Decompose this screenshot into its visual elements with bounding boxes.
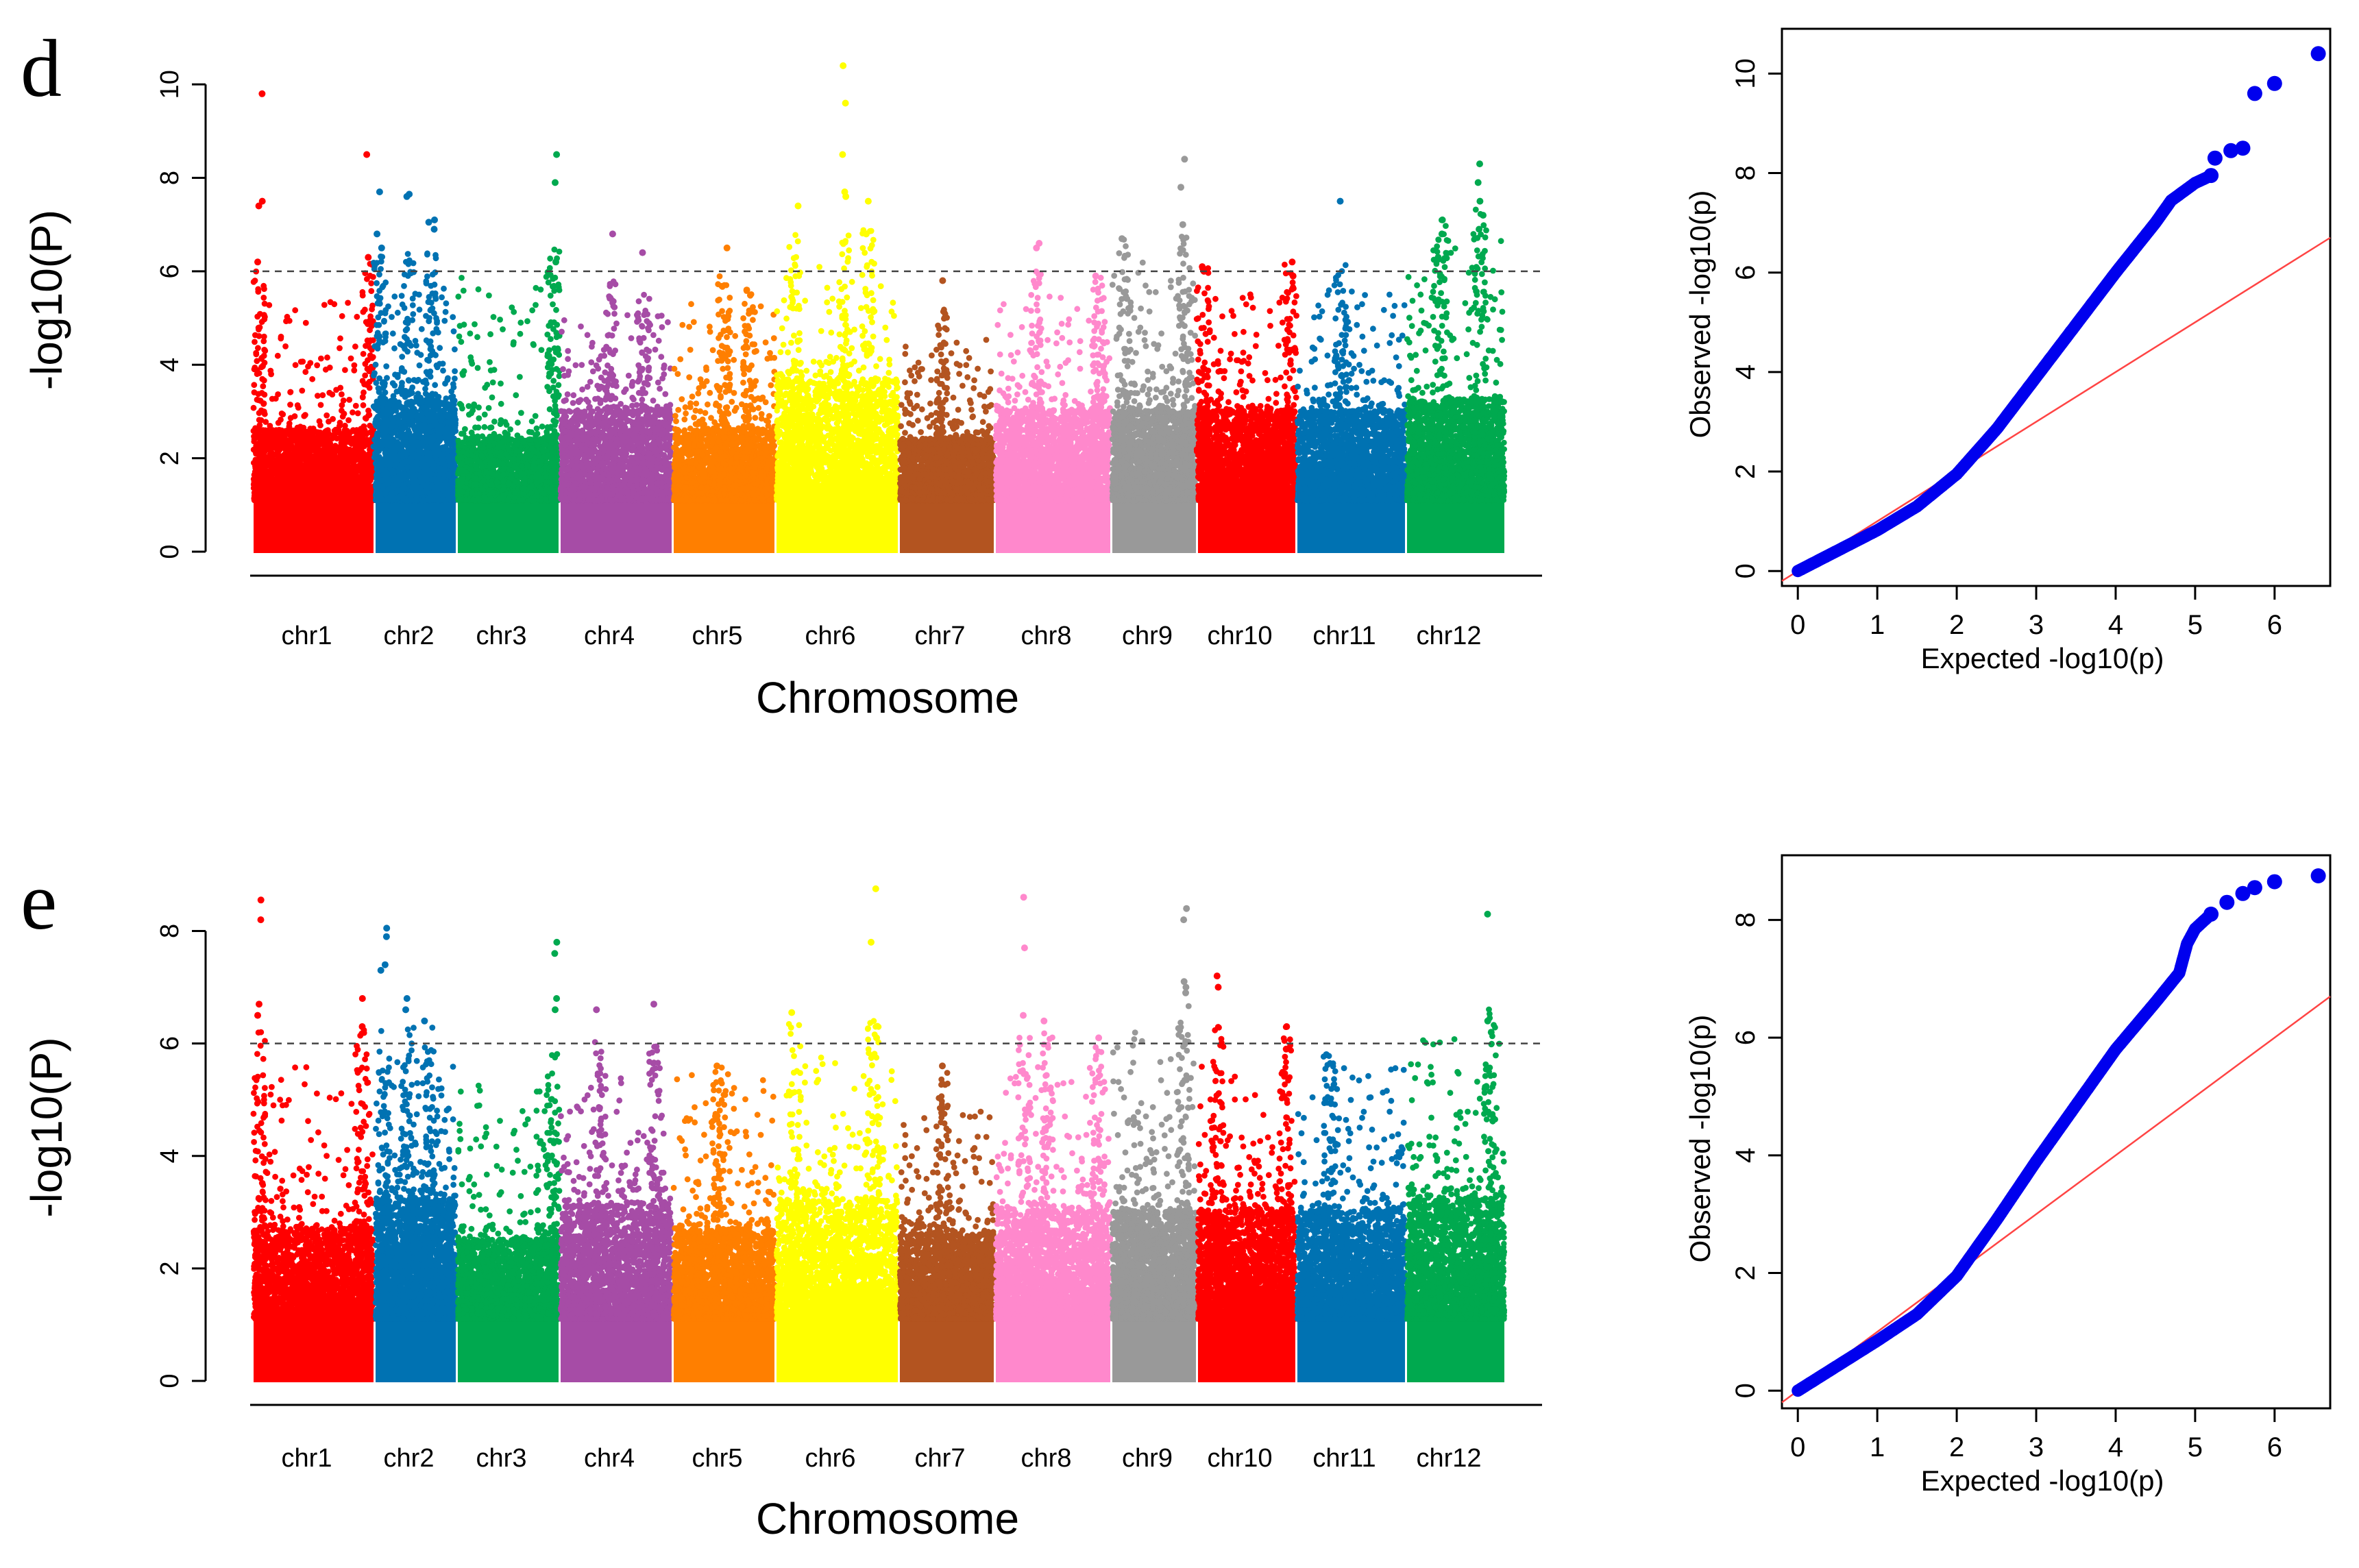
figure-canvas: d e 0 2 4 6 8 10 -log10(P) Chromosome chr1 chr2 ch… <box>0 0 2359 1568</box>
